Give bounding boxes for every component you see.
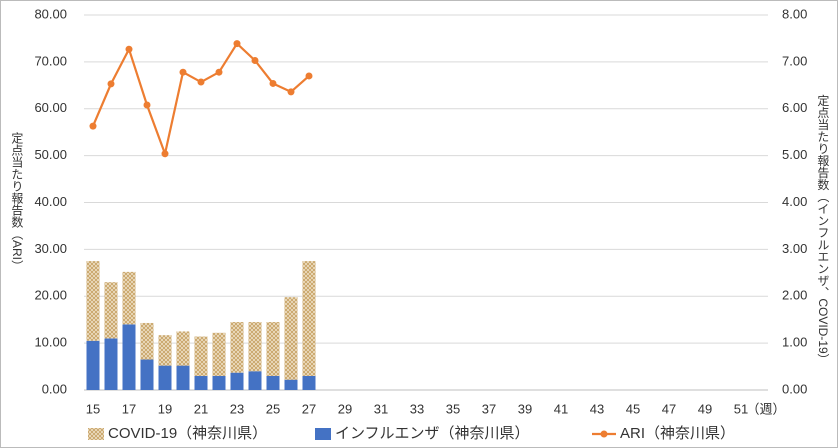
x-tick-label: 17 <box>122 401 136 416</box>
bar <box>158 365 172 390</box>
x-tick-label: 19 <box>158 401 172 416</box>
legend-swatch <box>88 428 104 440</box>
line-point <box>179 68 187 76</box>
x-tick-label: 23 <box>230 401 244 416</box>
y2-tick-label: 6.00 <box>782 100 807 115</box>
bar <box>176 365 190 390</box>
x-tick-label: 51 <box>734 401 748 416</box>
x-tick-label: 43 <box>590 401 604 416</box>
line-point <box>161 150 169 158</box>
y-tick-label: 60.00 <box>34 100 67 115</box>
bar <box>230 322 244 373</box>
x-tick-label: 45 <box>626 401 640 416</box>
legend-label: COVID-19（神奈川県） <box>108 425 267 442</box>
y-tick-label: 40.00 <box>34 194 67 209</box>
bar <box>230 372 244 390</box>
line-point <box>143 101 151 109</box>
y-tick-label: 0.00 <box>42 381 67 396</box>
bar <box>86 340 100 390</box>
y-tick-label: 80.00 <box>34 6 67 21</box>
legend-label: インフルエンザ（神奈川県） <box>335 425 530 442</box>
bar <box>122 324 136 390</box>
bar <box>248 371 262 390</box>
x-tick-label: 25 <box>266 401 280 416</box>
x-axis-label: （週） <box>746 401 785 416</box>
line-point <box>269 79 277 87</box>
x-tick-label: 41 <box>554 401 568 416</box>
line-point <box>107 80 115 88</box>
bar <box>122 271 136 325</box>
line-point <box>125 45 133 53</box>
line-point <box>287 88 295 96</box>
x-tick-label: 37 <box>482 401 496 416</box>
y2-tick-label: 1.00 <box>782 335 807 350</box>
line-point <box>233 40 241 48</box>
y2-tick-label: 4.00 <box>782 194 807 209</box>
bar <box>194 336 208 376</box>
bar <box>104 338 118 390</box>
y-tick-label: 70.00 <box>34 53 67 68</box>
x-tick-label: 31 <box>374 401 388 416</box>
bar <box>266 375 280 390</box>
legend-swatch <box>315 428 331 440</box>
y-tick-label: 10.00 <box>34 335 67 350</box>
bar <box>104 282 118 339</box>
y2-tick-label: 5.00 <box>782 147 807 162</box>
bar <box>284 379 298 390</box>
bar <box>140 322 154 360</box>
legend-swatch <box>600 430 608 438</box>
x-tick-label: 15 <box>86 401 100 416</box>
x-tick-label: 27 <box>302 401 316 416</box>
bar <box>212 375 226 390</box>
x-tick-label: 35 <box>446 401 460 416</box>
y-tick-label: 50.00 <box>34 147 67 162</box>
x-tick-label: 33 <box>410 401 424 416</box>
x-tick-label: 47 <box>662 401 676 416</box>
bar <box>140 359 154 390</box>
line-point <box>215 68 223 76</box>
y2-tick-label: 8.00 <box>782 6 807 21</box>
x-tick-label: 21 <box>194 401 208 416</box>
line-point <box>305 72 313 80</box>
y2-tick-label: 3.00 <box>782 241 807 256</box>
bar <box>86 261 100 341</box>
y2-tick-label: 7.00 <box>782 53 807 68</box>
y-tick-label: 30.00 <box>34 241 67 256</box>
bar <box>266 322 280 376</box>
bar <box>302 375 316 390</box>
x-tick-label: 29 <box>338 401 352 416</box>
bar <box>194 375 208 390</box>
line-point <box>197 78 205 86</box>
bar <box>212 332 226 376</box>
bar <box>284 297 298 380</box>
x-tick-label: 49 <box>698 401 712 416</box>
y-tick-label: 20.00 <box>34 288 67 303</box>
y2-tick-label: 2.00 <box>782 288 807 303</box>
bar <box>302 261 316 376</box>
y-axis-label: 定点当たり報告数（ARI） <box>10 131 24 272</box>
y2-axis-label: 定点当たり報告数（インフルエンザ、COVID-19） <box>816 93 830 366</box>
bar <box>158 335 172 366</box>
x-tick-label: 39 <box>518 401 532 416</box>
line-point <box>89 122 97 130</box>
legend-label: ARI（神奈川県） <box>620 425 735 442</box>
line-point <box>251 56 259 64</box>
bar <box>176 331 190 366</box>
y2-tick-label: 0.00 <box>782 381 807 396</box>
bar <box>248 322 262 372</box>
